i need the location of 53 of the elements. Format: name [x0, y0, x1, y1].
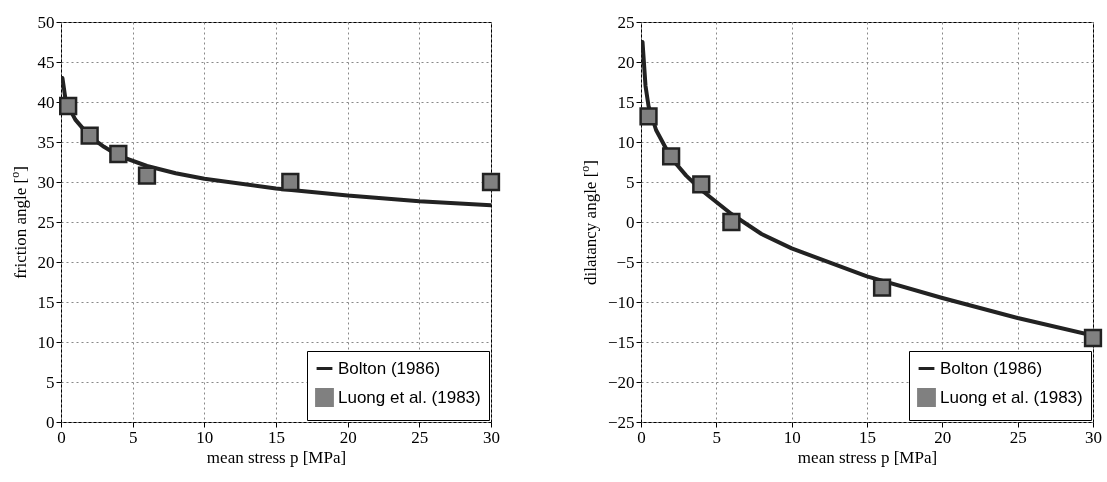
y-tick-label: 0 [46, 412, 55, 432]
legend-label: Bolton (1986) [338, 358, 441, 378]
x-tick-label: 10 [196, 427, 214, 447]
point [722, 212, 741, 232]
x-tick-label: 10 [783, 427, 801, 447]
x-tick-label: 5 [712, 427, 722, 447]
x-tick-label: 30 [1085, 427, 1102, 447]
point [109, 144, 128, 164]
point [639, 107, 658, 126]
x-tick-label: 25 [1009, 427, 1027, 447]
line-series [61, 76, 491, 208]
x-tick-label: 15 [859, 427, 876, 447]
y-tick-label: −15 [607, 332, 635, 352]
point [137, 166, 157, 185]
y-tick-label: 40 [37, 92, 55, 112]
point [481, 172, 501, 192]
y-tick-label: 25 [617, 12, 635, 32]
y-tick-label: −5 [616, 252, 635, 272]
x-tick-label: 5 [128, 427, 138, 447]
y-tick-label: 5 [46, 372, 55, 392]
y-tick-label: 50 [37, 12, 55, 32]
x-tick-label: 20 [339, 427, 357, 447]
y-tick-label: 10 [37, 332, 55, 352]
x-tick-label: 15 [268, 427, 285, 447]
y-tick-label: 20 [617, 52, 635, 72]
x-axis-title: mean stress p [MPa] [797, 447, 938, 467]
y-tick-label: −20 [607, 372, 635, 392]
y-tick-label: 0 [626, 212, 635, 232]
legend-label: Bolton (1986) [940, 358, 1043, 378]
y-tick-label: 45 [37, 52, 55, 72]
legend-label: Luong et al. (1983) [338, 387, 481, 407]
point [872, 278, 892, 297]
y-tick-label: 30 [37, 172, 55, 192]
y-tick-label: 15 [617, 92, 635, 112]
y-tick-label: 5 [626, 172, 635, 192]
y-tick-label: 20 [37, 252, 55, 272]
y-tick-label: 15 [37, 292, 55, 312]
point [281, 172, 300, 192]
y-tick-label: −25 [607, 412, 635, 432]
legend-label: Luong et al. (1983) [940, 387, 1083, 407]
y-tick-label: 10 [617, 132, 635, 152]
y-tick-label: 35 [37, 132, 55, 152]
point [661, 147, 681, 166]
point [692, 175, 711, 194]
point [59, 96, 78, 116]
point [80, 126, 99, 145]
point [1083, 328, 1103, 348]
x-tick-label: 20 [934, 427, 952, 447]
x-axis-title: mean stress p [MPa] [206, 447, 347, 467]
x-tick-label: 30 [483, 427, 500, 447]
x-tick-label: 25 [411, 427, 429, 447]
y-tick-label: −10 [607, 292, 635, 312]
y-tick-label: 25 [37, 212, 55, 232]
